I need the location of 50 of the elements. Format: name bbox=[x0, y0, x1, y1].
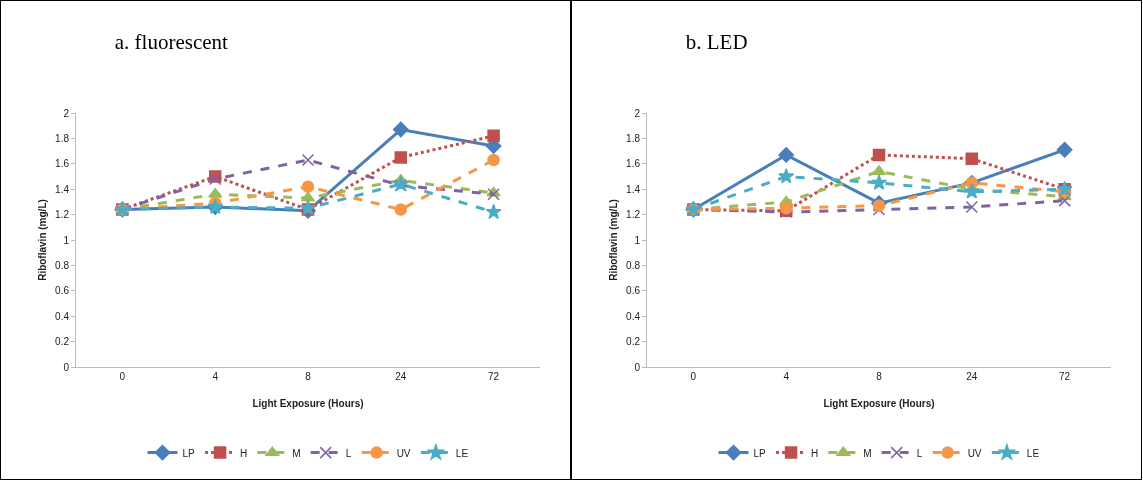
legend-label: UV bbox=[967, 447, 982, 459]
y-tick-label: 1.4 bbox=[626, 183, 641, 195]
y-tick-label: 0.2 bbox=[626, 336, 641, 348]
x-tick-label: 4 bbox=[212, 371, 219, 382]
y-tick-label: 1.2 bbox=[626, 209, 641, 221]
legend-label: LE bbox=[455, 447, 469, 459]
y-tick-label: 0.6 bbox=[626, 285, 641, 297]
x-tick-label: 24 bbox=[395, 371, 407, 382]
y-tick-label: 0.8 bbox=[626, 259, 641, 271]
legend-label: LP bbox=[182, 447, 196, 459]
x-tick-label: 4 bbox=[783, 371, 790, 382]
y-tick-label: 1.8 bbox=[55, 132, 70, 144]
x-tick-label: 72 bbox=[488, 371, 500, 382]
y-tick-label: 0.8 bbox=[55, 259, 70, 271]
y-tick-label: 0.2 bbox=[55, 336, 70, 348]
legend-label: M bbox=[863, 447, 872, 459]
chart-title: b. LED bbox=[685, 30, 748, 55]
legend-label: H bbox=[240, 447, 248, 459]
y-tick-label: 1.6 bbox=[55, 158, 70, 170]
legend-label: L bbox=[916, 447, 923, 459]
x-tick-label: 0 bbox=[119, 371, 126, 382]
chart-title: a. fluorescent bbox=[114, 30, 229, 55]
y-tick-label: 2 bbox=[63, 107, 70, 119]
y-tick-label: 1.4 bbox=[55, 183, 70, 195]
y-tick-label: 0.4 bbox=[626, 310, 641, 322]
y-tick-label: 2 bbox=[634, 107, 641, 119]
x-tick-label: 8 bbox=[305, 371, 312, 382]
x-tick-label: 0 bbox=[690, 371, 697, 382]
x-axis-title: Light Exposure (Hours) bbox=[252, 398, 364, 409]
y-tick-label: 1 bbox=[634, 234, 641, 246]
y-tick-label: 1.6 bbox=[626, 158, 641, 170]
legend-label: LE bbox=[1026, 447, 1040, 459]
legend-label: LP bbox=[753, 447, 767, 459]
y-tick-label: 0 bbox=[634, 361, 641, 373]
x-tick-label: 24 bbox=[966, 371, 978, 382]
legend-label: UV bbox=[396, 447, 411, 459]
legend-label: L bbox=[345, 447, 352, 459]
y-tick-label: 1.2 bbox=[55, 209, 70, 221]
legend-label: M bbox=[292, 447, 301, 459]
x-tick-label: 8 bbox=[876, 371, 883, 382]
y-tick-label: 0 bbox=[63, 361, 70, 373]
legend-label: H bbox=[811, 447, 819, 459]
x-tick-label: 72 bbox=[1059, 371, 1071, 382]
y-axis-title: Riboflavin (mg/L) bbox=[37, 199, 48, 281]
y-tick-label: 1.8 bbox=[626, 132, 641, 144]
y-axis-title: Riboflavin (mg/L) bbox=[608, 199, 619, 281]
y-tick-label: 0.6 bbox=[55, 285, 70, 297]
x-axis-title: Light Exposure (Hours) bbox=[823, 398, 935, 409]
y-tick-label: 0.4 bbox=[55, 310, 70, 322]
y-tick-label: 1 bbox=[63, 234, 70, 246]
